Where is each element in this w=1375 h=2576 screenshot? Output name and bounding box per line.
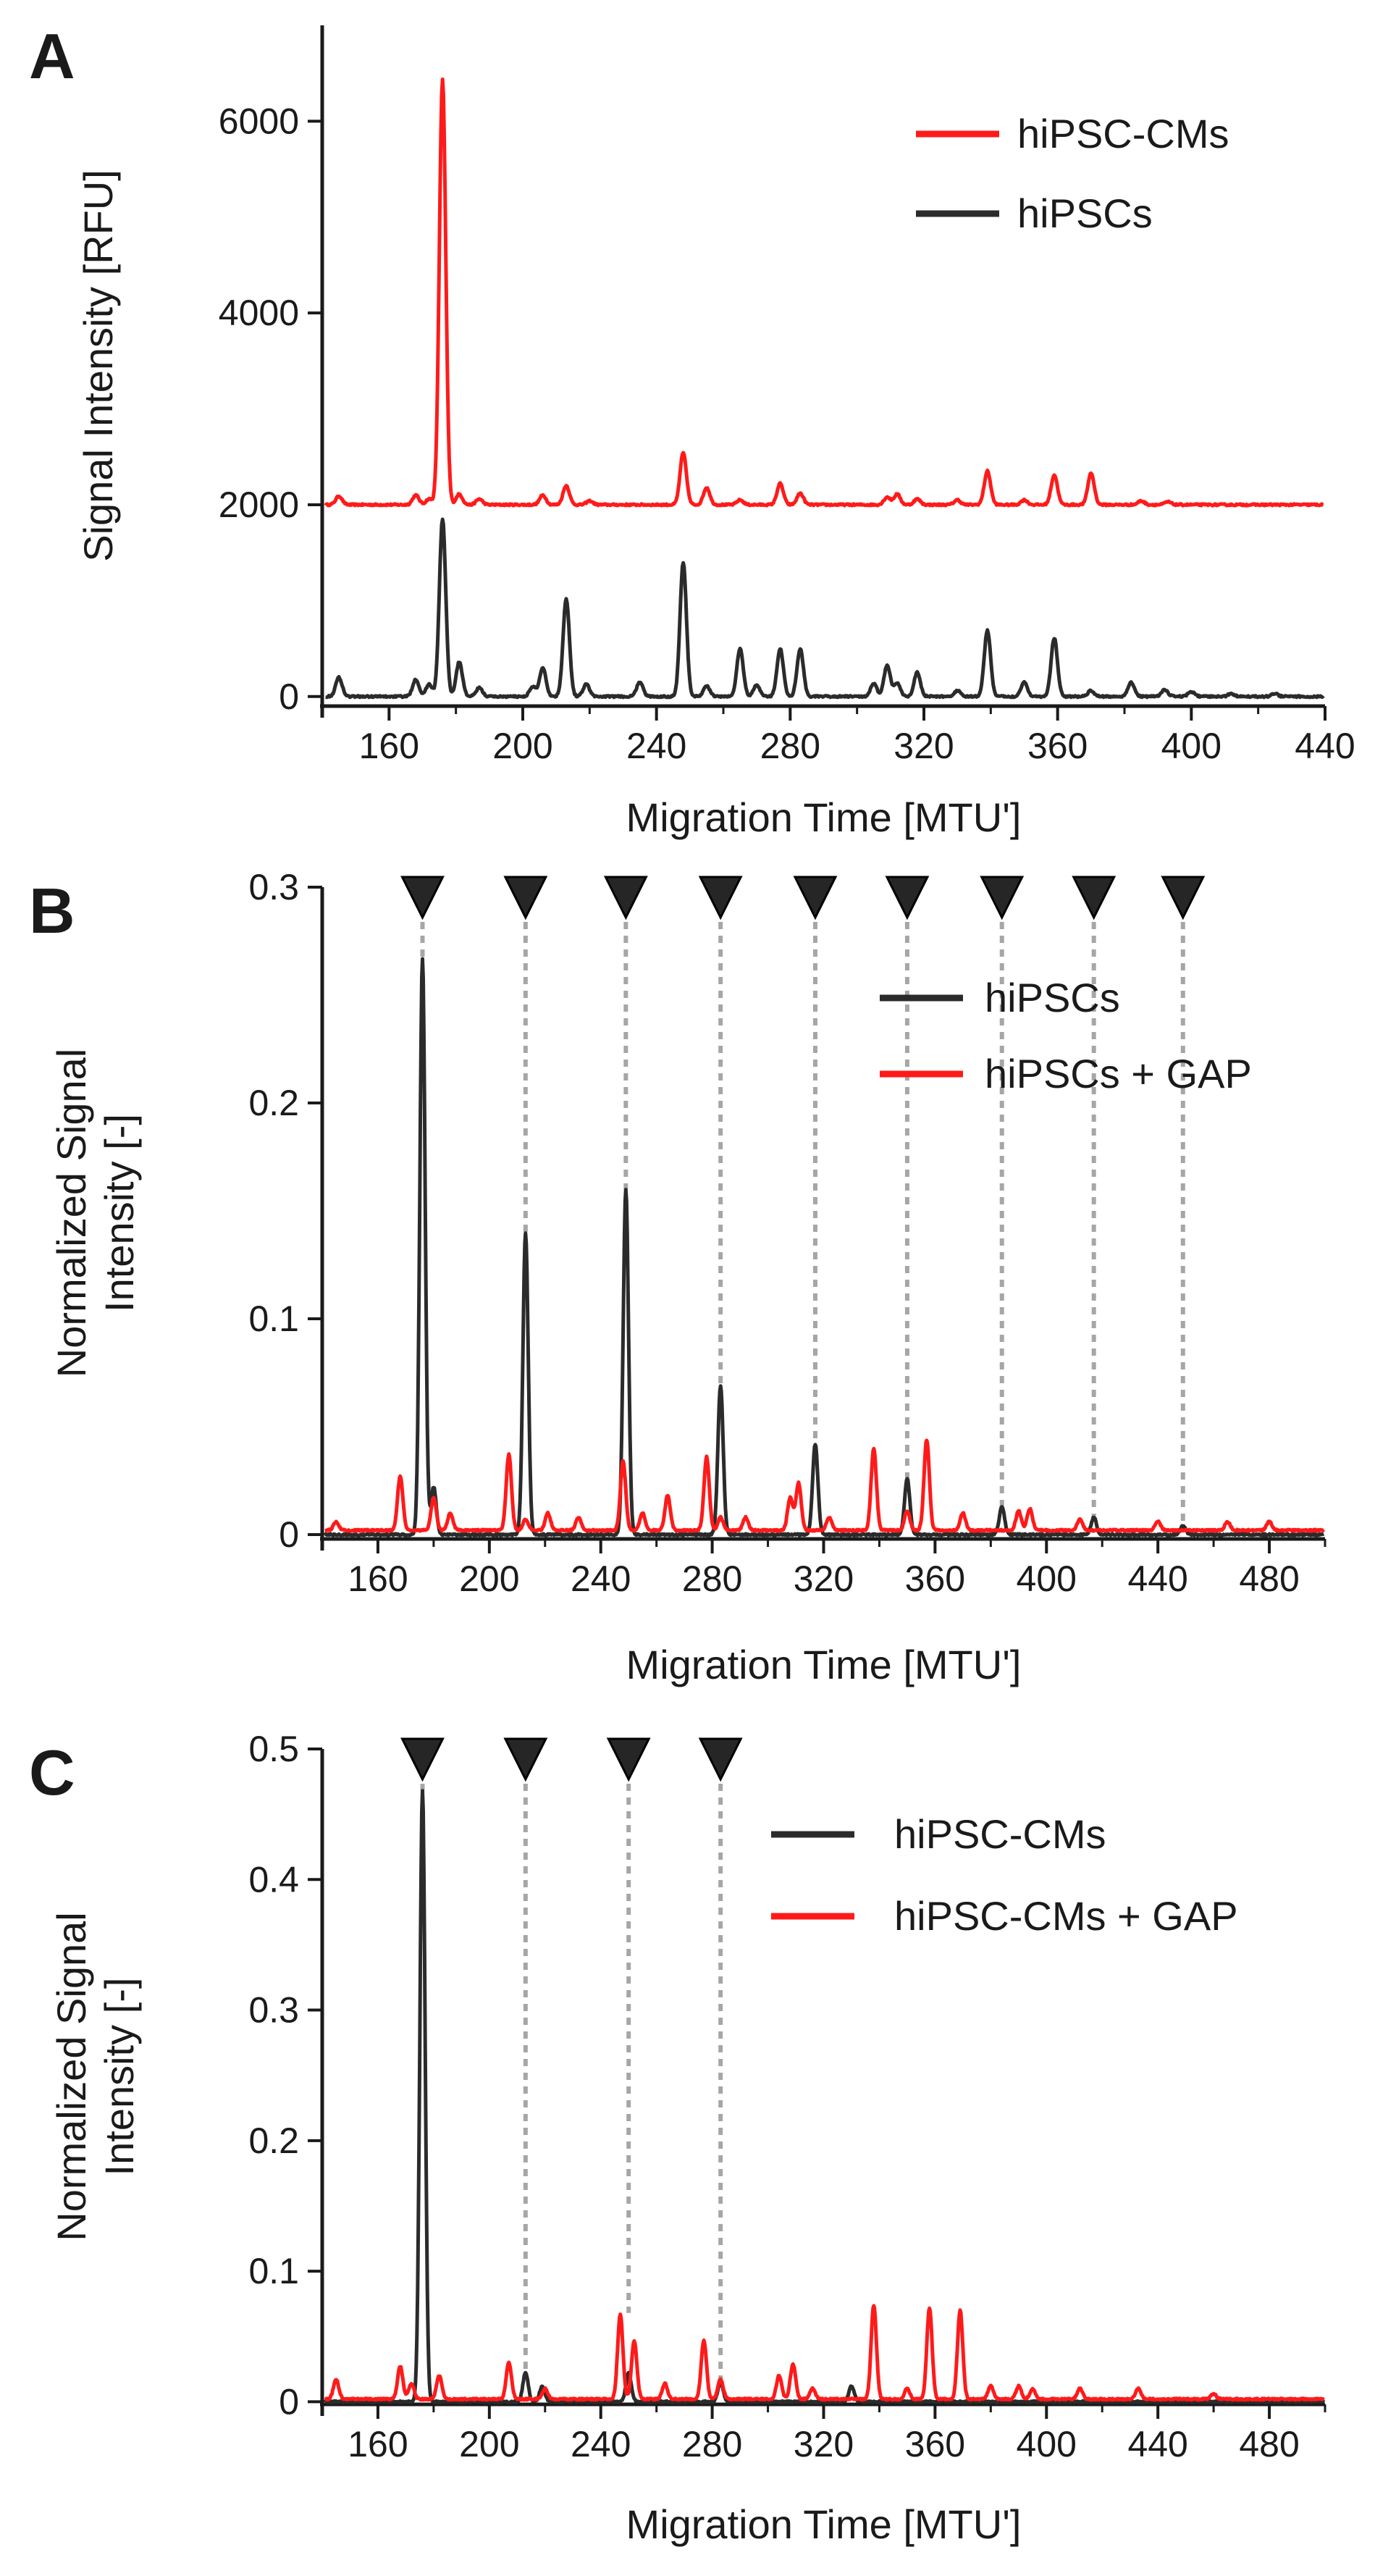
y-tick-label: 0.3 <box>248 1990 299 2031</box>
legend-label: hiPSCs + GAP <box>985 1051 1252 1096</box>
triangle-marker <box>1072 876 1117 920</box>
triangle-marker <box>400 876 445 920</box>
y-axis-label: Normalized SignalIntensity [-] <box>49 1912 142 2241</box>
panel-label-a: A <box>29 20 75 92</box>
y-tick-label: 0.5 <box>248 1729 299 1769</box>
legend-label: hiPSCs <box>1017 190 1153 236</box>
y-axis-label-line: Normalized Signal <box>49 1912 94 2241</box>
y-tick-label: 0.1 <box>248 2251 299 2291</box>
x-tick-label: 400 <box>1017 2424 1077 2464</box>
y-tick-label: 0 <box>279 1514 299 1555</box>
series-line-hipscs <box>323 957 1325 1537</box>
y-tick-label: 0.2 <box>248 2120 299 2161</box>
panel-a: A 160 200 240 280 320 360 400 440 0 2000 4000 6000 M… <box>29 20 1355 840</box>
y-axis-label: Normalized SignalIntensity [-] <box>49 1049 142 1377</box>
x-axis-label: Migration Time [MTU'] <box>626 1642 1022 1687</box>
x-tick-label: 280 <box>682 2424 742 2464</box>
panel-c: C 160 200 240 280 320 360 400 440 480 0 0.1 0.2 0.3 0… <box>29 1729 1326 2547</box>
series-line-hipscs <box>324 517 1325 700</box>
y-axis-label-line: Normalized Signal <box>49 1049 94 1377</box>
x-tick-label: 320 <box>794 2424 854 2464</box>
x-tick-label: 480 <box>1239 2424 1299 2464</box>
triangle-marker <box>980 876 1025 920</box>
y-axis-label: Signal Intensity [RFU] <box>75 169 121 562</box>
x-tick-label: 400 <box>1161 726 1221 766</box>
legend-label: hiPSC-CMs + GAP <box>894 1893 1238 1939</box>
x-tick-label: 280 <box>760 726 820 766</box>
triangle-marker <box>698 876 743 920</box>
y-tick-label: 0 <box>279 676 299 717</box>
series-line-hipsc-cms-gap <box>324 2304 1325 2402</box>
triangle-marker <box>698 1737 743 1782</box>
x-tick-label: 240 <box>626 726 686 766</box>
x-tick-label: 320 <box>794 1558 854 1599</box>
x-tick-label: 440 <box>1295 726 1355 766</box>
panel-label-b: B <box>29 875 75 947</box>
y-tick-label: 2000 <box>219 484 299 525</box>
x-tick-label: 440 <box>1127 1558 1187 1599</box>
y-tick-label: 0.4 <box>248 1859 299 1900</box>
x-tick-label: 280 <box>682 1558 742 1599</box>
x-axis-label: Migration Time [MTU'] <box>626 2501 1022 2547</box>
panel-label-c: C <box>29 1737 75 1808</box>
y-tick-label: 4000 <box>219 293 299 333</box>
legend-label: hiPSC-CMs <box>1017 111 1229 156</box>
y-axis-label-line: Signal Intensity [RFU] <box>75 169 121 562</box>
x-tick-label: 320 <box>893 726 954 766</box>
panel-b: B 160 200 240 280 320 360 400 440 480 0 0.1 0.2 0.3 M… <box>29 867 1326 1687</box>
triangle-marker <box>603 876 648 920</box>
legend-label: hiPSC-CMs <box>894 1811 1106 1857</box>
x-tick-label: 160 <box>348 2424 408 2464</box>
x-tick-label: 440 <box>1127 2424 1187 2464</box>
series-line-hipscs-gap <box>324 1438 1326 1533</box>
x-tick-label: 240 <box>571 2424 631 2464</box>
series-line-hipsc-cms <box>323 1789 1326 2404</box>
y-axis-label-line: Intensity [-] <box>96 1978 142 2176</box>
triangle-marker <box>606 1737 651 1782</box>
x-tick-label: 360 <box>905 1558 965 1599</box>
x-tick-label: 400 <box>1017 1558 1077 1599</box>
x-tick-label: 200 <box>459 1558 519 1599</box>
y-tick-label: 0.3 <box>248 867 299 907</box>
triangle-marker <box>503 1737 548 1782</box>
y-tick-label: 0.2 <box>248 1083 299 1123</box>
x-tick-label: 160 <box>348 1558 408 1599</box>
x-tick-label: 480 <box>1239 1558 1299 1599</box>
triangle-marker <box>793 876 838 920</box>
y-tick-label: 0.1 <box>248 1299 299 1339</box>
x-tick-label: 360 <box>905 2424 965 2464</box>
x-tick-label: 240 <box>571 1558 631 1599</box>
triangle-marker <box>885 876 930 920</box>
triangle-marker <box>1161 876 1206 920</box>
x-tick-label: 200 <box>492 726 552 766</box>
x-tick-label: 200 <box>459 2424 519 2464</box>
x-tick-label: 360 <box>1027 726 1088 766</box>
legend-label: hiPSCs <box>985 975 1120 1020</box>
triangle-marker <box>400 1737 445 1782</box>
x-tick-label: 160 <box>359 726 419 766</box>
y-axis-label-line: Intensity [-] <box>96 1114 142 1312</box>
y-tick-label: 6000 <box>219 101 299 141</box>
series-line-hipsc-cms <box>324 77 1324 508</box>
y-tick-label: 0 <box>279 2381 299 2422</box>
triangle-marker <box>503 876 548 920</box>
x-axis-label: Migration Time [MTU'] <box>626 794 1022 840</box>
